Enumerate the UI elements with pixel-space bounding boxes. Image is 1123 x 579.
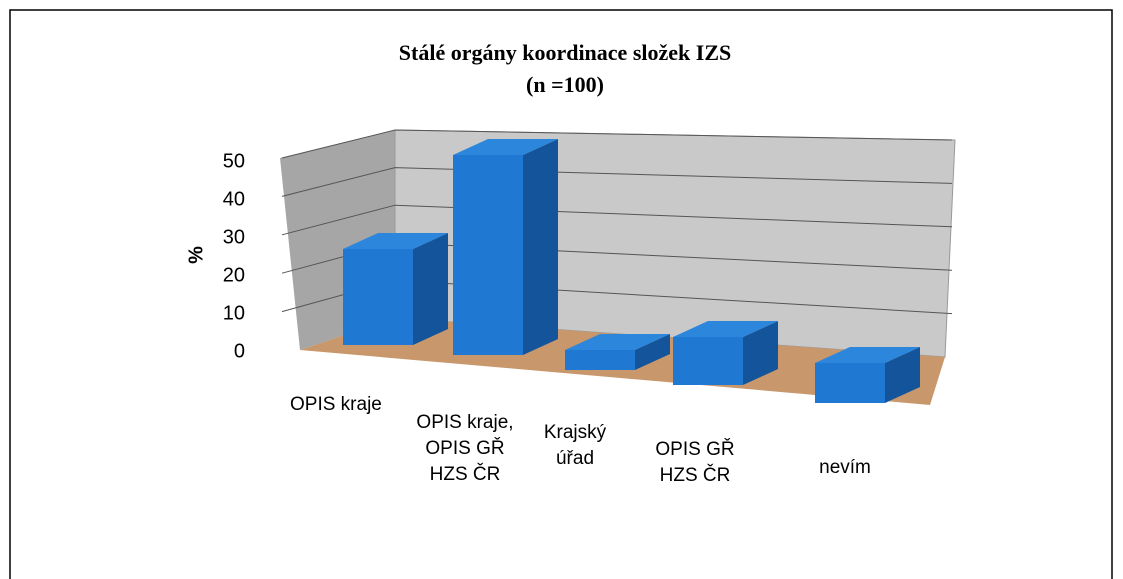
y-tick-label: 20: [223, 264, 245, 286]
bar-front: [815, 363, 885, 403]
bar-front: [565, 350, 635, 370]
chart-frame: [9, 9, 1113, 579]
y-tick-label: 40: [223, 188, 245, 210]
bar: [565, 334, 670, 370]
x-tick-label: OPIS kraje, OPIS GŘ HZS ČR: [416, 412, 514, 485]
y-axis-label: %: [185, 246, 207, 264]
bar-side: [413, 233, 448, 345]
x-tick-label: nevím: [819, 457, 871, 478]
y-tick-label: 0: [234, 340, 245, 362]
y-tick-label: 50: [223, 150, 245, 172]
chart-subtitle: (n =100): [526, 72, 604, 97]
bar-top: [453, 139, 558, 155]
bar: [453, 139, 558, 355]
bar-front: [343, 249, 413, 345]
bar-top: [815, 347, 920, 363]
bar-side: [523, 139, 558, 355]
bar-top: [565, 334, 670, 350]
chart-title: Stálé orgány koordinace složek IZS: [399, 40, 731, 65]
bar: [343, 233, 448, 345]
y-tick-label: 30: [223, 226, 245, 248]
bar-top: [673, 321, 778, 337]
bar-front: [453, 155, 523, 355]
y-tick-label: 10: [223, 302, 245, 324]
x-tick-label: OPIS GŘ HZS ČR: [655, 439, 735, 486]
grid-line: [281, 167, 953, 197]
x-tick-label: Krajský úřad: [543, 422, 607, 469]
bar-front: [673, 337, 743, 385]
bar: [673, 321, 778, 385]
grid-line: [281, 204, 953, 236]
bar-side: [885, 347, 920, 403]
bar-top: [343, 233, 448, 249]
grid-line: [281, 129, 953, 159]
x-tick-label: OPIS kraje: [290, 394, 382, 415]
bar-side: [635, 334, 670, 370]
bar-side: [743, 321, 778, 385]
bar: [815, 347, 920, 403]
